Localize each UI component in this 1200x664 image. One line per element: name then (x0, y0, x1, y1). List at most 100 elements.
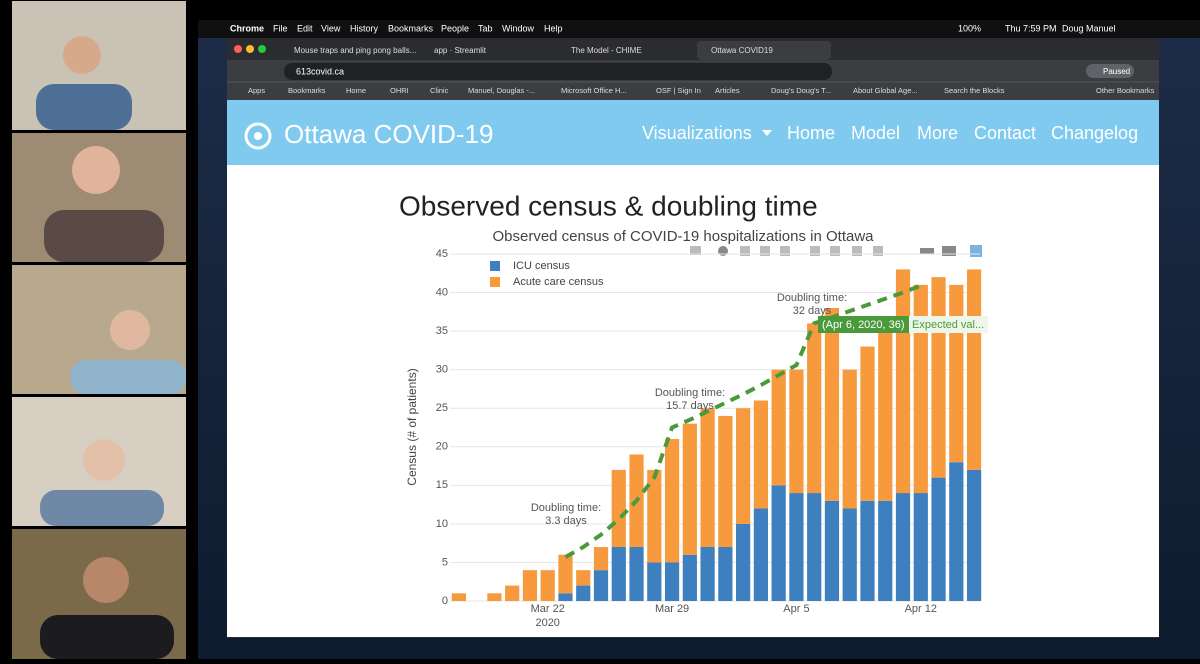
bookmark[interactable]: Bookmarks (288, 86, 326, 95)
bar (807, 493, 822, 601)
menu-item[interactable]: Bookmarks (388, 23, 434, 33)
tool-icon[interactable] (920, 248, 934, 254)
legend-swatch (490, 277, 500, 287)
bar (682, 423, 697, 555)
bar (949, 462, 964, 601)
bookmark[interactable]: Doug's Doug's T... (771, 86, 831, 95)
status-item: Thu 7:59 PM (1005, 23, 1057, 33)
bar (540, 570, 555, 601)
app-menu[interactable]: Chrome (230, 23, 264, 33)
bookmark[interactable]: Search the Blocks (944, 86, 1005, 95)
y-tick-label: 30 (436, 364, 448, 376)
tab-title[interactable]: app · Streamlit (434, 46, 487, 55)
profile-status[interactable]: Paused (1103, 67, 1130, 76)
tab[interactable] (697, 41, 831, 60)
profile-button[interactable] (1086, 64, 1134, 78)
menu-item[interactable]: View (321, 23, 341, 33)
minimize-button[interactable] (246, 45, 254, 53)
tool-icon[interactable] (830, 246, 840, 256)
bar (753, 508, 768, 601)
menu-item[interactable]: History (350, 23, 379, 33)
bookmark[interactable]: Apps (248, 86, 265, 95)
nav-link[interactable]: Model (851, 123, 900, 143)
zoom-button[interactable] (258, 45, 266, 53)
site-logo (244, 122, 272, 150)
legend-label[interactable]: Acute care census (513, 276, 604, 288)
tab-title[interactable]: Ottawa COVID19 (711, 46, 773, 55)
tool-icon[interactable] (810, 246, 820, 256)
bar (878, 500, 893, 601)
bar (807, 323, 822, 494)
tool-icon[interactable] (690, 246, 701, 255)
nav-link[interactable]: Home (787, 123, 835, 143)
y-tick-label: 5 (442, 556, 448, 568)
bar (966, 469, 982, 601)
bar (824, 307, 840, 501)
bar (611, 469, 626, 548)
site-brand[interactable]: Ottawa COVID-19 (284, 119, 494, 149)
menu-item[interactable]: Window (502, 23, 535, 33)
nav-link[interactable]: More (917, 123, 958, 143)
bar (700, 547, 715, 601)
tab[interactable] (557, 41, 691, 60)
bar (629, 547, 644, 601)
bar (558, 593, 573, 601)
tab[interactable] (280, 41, 414, 60)
bar (789, 369, 804, 494)
other-bookmarks[interactable]: Other Bookmarks (1096, 86, 1155, 95)
menu-item[interactable]: Edit (297, 23, 313, 33)
y-axis-label: Census (# of patients) (405, 368, 419, 485)
nav-link[interactable]: Changelog (1051, 123, 1138, 143)
tool-icon[interactable] (873, 246, 883, 256)
bookmark[interactable]: Home (346, 86, 366, 95)
bookmark[interactable]: Manuel, Douglas -... (468, 86, 535, 95)
legend-swatch (490, 261, 500, 271)
menu-item[interactable]: File (273, 23, 288, 33)
tool-icon[interactable] (942, 246, 956, 256)
address-bar[interactable] (284, 63, 832, 80)
nav-link[interactable]: Contact (974, 123, 1036, 143)
status-item: 100% (958, 23, 981, 33)
y-tick-label: 10 (436, 518, 448, 530)
page-heading: Observed census & doubling time (399, 190, 818, 221)
dropdown-caret[interactable] (762, 130, 772, 136)
chart-title: Observed census of COVID-19 hospitalizat… (492, 228, 874, 245)
menu-item[interactable]: Help (544, 23, 563, 33)
bar (913, 284, 928, 494)
bookmark[interactable]: OSF | Sign In (656, 86, 701, 95)
bar (647, 469, 662, 563)
bookmark[interactable]: OHRI (390, 86, 409, 95)
legend-label[interactable]: ICU census (513, 260, 570, 272)
nav-link[interactable]: Visualizations (642, 123, 752, 143)
tool-icon[interactable] (970, 245, 982, 257)
person (110, 310, 150, 350)
tool-icon[interactable] (740, 246, 750, 256)
url[interactable]: 613covid.ca (296, 66, 344, 76)
bookmark[interactable]: About Global Age... (853, 86, 918, 95)
bar (718, 547, 733, 601)
tool-icon[interactable] (852, 246, 862, 256)
bookmark[interactable]: Microsoft Office H... (561, 86, 627, 95)
x-tick-label: Apr 12 (905, 603, 937, 615)
status-item: Doug Manuel (1062, 23, 1116, 33)
bookmark[interactable]: Clinic (430, 86, 449, 95)
tool-icon[interactable] (780, 246, 790, 256)
bar (647, 562, 662, 601)
site-navbar (227, 100, 1159, 165)
bar (576, 585, 591, 601)
menu-item[interactable]: Tab (478, 23, 493, 33)
tab[interactable] (420, 41, 554, 60)
bar (931, 277, 946, 478)
bar (842, 369, 857, 509)
close-button[interactable] (234, 45, 242, 53)
tool-icon[interactable] (760, 246, 770, 256)
bookmark[interactable]: Articles (715, 86, 740, 95)
bar (593, 570, 609, 601)
annotation: Doubling time: (531, 502, 601, 514)
tab-title[interactable]: The Model - CHIME (571, 46, 642, 55)
tab-title[interactable]: Mouse traps and ping pong balls... (294, 46, 416, 55)
bar (913, 493, 928, 601)
menu-item[interactable]: People (441, 23, 469, 33)
bar (593, 547, 609, 571)
bar (611, 547, 626, 601)
